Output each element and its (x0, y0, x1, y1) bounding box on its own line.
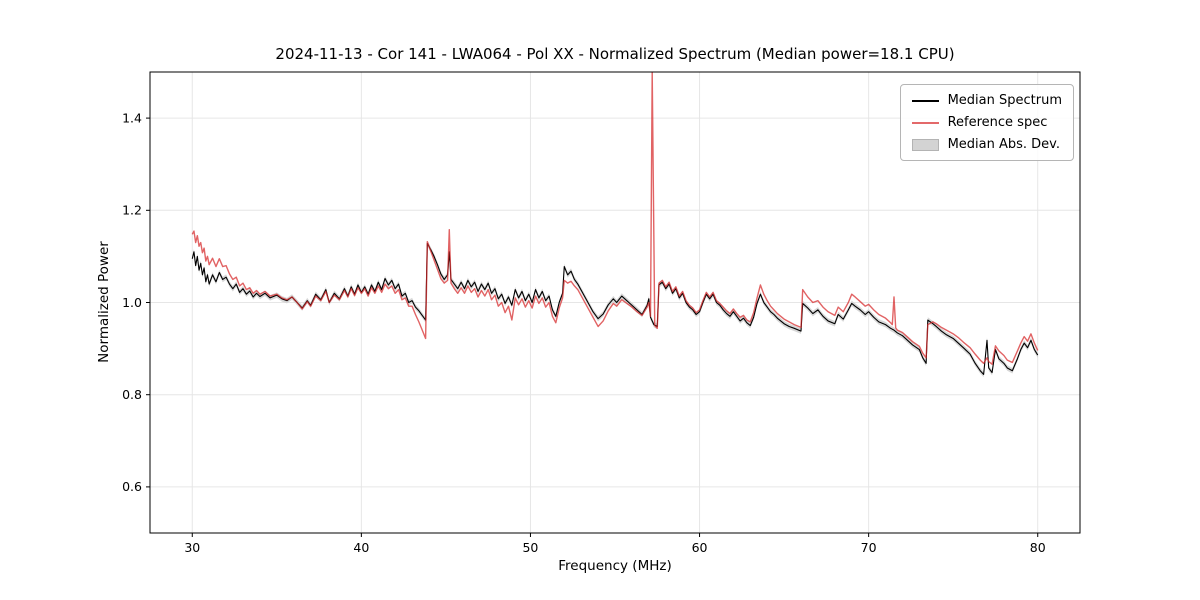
y-tick-label: 0.8 (122, 387, 142, 402)
legend-patch-swatch-mad (911, 138, 939, 151)
chart-title: 2024-11-13 - Cor 141 - LWA064 - Pol XX -… (275, 45, 955, 63)
x-tick-label: 60 (692, 540, 708, 555)
y-tick-label: 0.6 (122, 479, 142, 494)
legend-label-median: Median Spectrum (947, 93, 1062, 108)
tick-labels: 30 40 50 60 70 80 0.6 0.8 1.0 1.2 1.4 (122, 110, 1046, 555)
x-tick-label: 50 (522, 540, 538, 555)
legend-item-reference-spec: Reference spec (911, 115, 1062, 130)
legend-line-swatch-median (911, 99, 939, 102)
legend-label-reference: Reference spec (947, 115, 1048, 130)
y-tick-label: 1.0 (122, 295, 142, 310)
x-tick-label: 40 (353, 540, 369, 555)
legend: Median Spectrum Reference spec Median Ab… (899, 84, 1074, 161)
y-tick-label: 1.4 (122, 110, 142, 125)
legend-item-median-abs-dev: Median Abs. Dev. (911, 137, 1062, 152)
legend-label-mad: Median Abs. Dev. (947, 137, 1061, 152)
x-tick-label: 30 (184, 540, 200, 555)
y-tick-label: 1.2 (122, 203, 142, 218)
y-axis-label: Normalized Power (96, 241, 112, 363)
plot-frame (149, 71, 1081, 534)
legend-item-median-spectrum: Median Spectrum (911, 93, 1062, 108)
series-layer (191, 72, 1039, 378)
x-axis-label: Frequency (MHz) (558, 558, 672, 574)
mad-band (192, 240, 1038, 378)
x-tick-label: 70 (861, 540, 877, 555)
axis-ticks (146, 117, 1039, 537)
median-spectrum-line (191, 242, 1039, 375)
legend-line-swatch-reference (911, 121, 939, 124)
x-tick-label: 80 (1030, 540, 1046, 555)
reference-spec-line (191, 72, 1039, 365)
